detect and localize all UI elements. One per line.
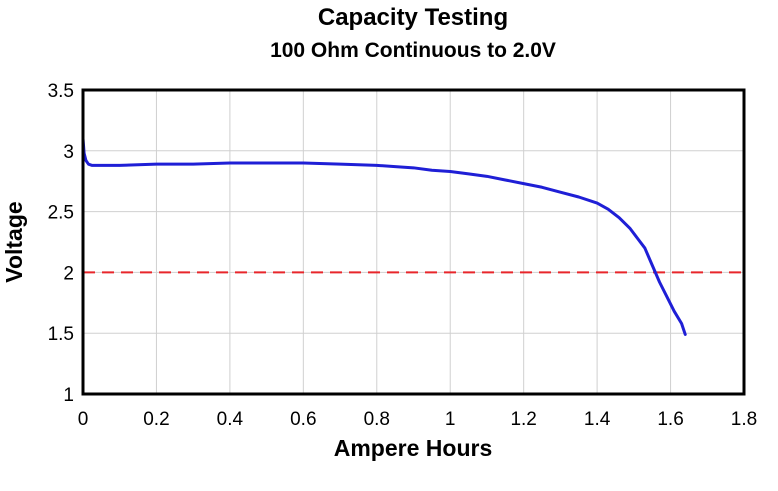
- plot-frame: [81, 88, 746, 396]
- tick-labels: 0 0.2 0.4 0.6 0.8 1 1.2 1.4 1.6 1.8 1 1.5 2 2.5 3 3.5: [48, 81, 758, 430]
- series-layer: [81, 137, 687, 336]
- x-axis-label: Ampere Hours: [334, 435, 492, 461]
- x-tick-label-7: 1.4: [584, 409, 611, 430]
- chart-subtitle: 100 Ohm Continuous to 2.0V: [270, 39, 556, 62]
- y-axis-label: Voltage: [1, 201, 27, 282]
- x-tick-label-8: 1.6: [657, 409, 683, 430]
- x-tick-label-9: 1.8: [731, 409, 757, 430]
- chart-title: Capacity Testing: [318, 4, 508, 31]
- x-tick-label-1: 0.2: [143, 409, 169, 430]
- x-tick-label-4: 0.8: [364, 409, 390, 430]
- x-tick-label-5: 1: [445, 409, 456, 430]
- x-tick-label-0: 0: [78, 409, 89, 430]
- series-line-0: [81, 137, 687, 336]
- y-tick-label-0: 1: [63, 385, 74, 406]
- y-tick-label-3: 2.5: [48, 203, 74, 224]
- y-tick-label-2: 2: [63, 263, 74, 284]
- y-tick-label-4: 3: [63, 142, 74, 163]
- y-tick-label-5: 3.5: [48, 81, 74, 102]
- x-tick-label-6: 1.2: [510, 409, 536, 430]
- x-tick-label-3: 0.6: [290, 409, 316, 430]
- x-tick-label-2: 0.4: [217, 409, 244, 430]
- y-tick-label-1: 1.5: [48, 324, 74, 345]
